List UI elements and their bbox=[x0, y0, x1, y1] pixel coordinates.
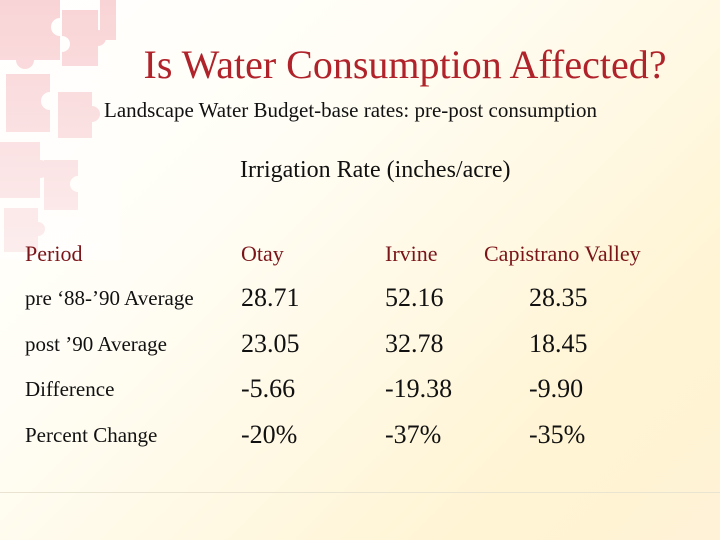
row-label: post ’90 Average bbox=[25, 332, 167, 356]
header-irvine: Irvine bbox=[385, 241, 438, 266]
row-label: Percent Change bbox=[25, 423, 158, 447]
header-otay: Otay bbox=[241, 241, 284, 266]
cell-otay: -5.66 bbox=[241, 374, 296, 403]
footer-divider bbox=[0, 492, 720, 493]
cell-irvine: -37% bbox=[385, 420, 442, 449]
cell-capistrano-valley: -9.90 bbox=[529, 374, 584, 403]
cell-otay: 28.71 bbox=[241, 283, 300, 312]
slide-title: Is Water Consumption Affected? bbox=[143, 42, 667, 87]
header-period: Period bbox=[25, 241, 83, 266]
row-label: pre ‘88-’90 Average bbox=[25, 286, 194, 310]
cell-capistrano-valley: 18.45 bbox=[529, 329, 588, 358]
header-capistrano-valley: Capistrano Valley bbox=[484, 241, 641, 266]
table-title: Irrigation Rate (inches/acre) bbox=[240, 157, 511, 183]
cell-otay: 23.05 bbox=[241, 329, 300, 358]
slide-subtitle: Landscape Water Budget-base rates: pre-p… bbox=[104, 98, 598, 122]
row-label: Difference bbox=[25, 377, 115, 401]
cell-otay: -20% bbox=[241, 420, 298, 449]
cell-capistrano-valley: 28.35 bbox=[529, 283, 588, 312]
cell-irvine: -19.38 bbox=[385, 374, 453, 403]
cell-capistrano-valley: -35% bbox=[529, 420, 586, 449]
cell-irvine: 32.78 bbox=[385, 329, 444, 358]
cell-irvine: 52.16 bbox=[385, 283, 444, 312]
